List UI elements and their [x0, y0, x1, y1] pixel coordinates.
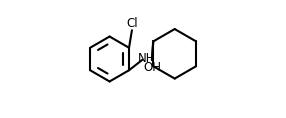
Text: OH: OH — [143, 61, 161, 74]
Text: Cl: Cl — [126, 17, 138, 30]
Text: NH: NH — [138, 53, 156, 65]
